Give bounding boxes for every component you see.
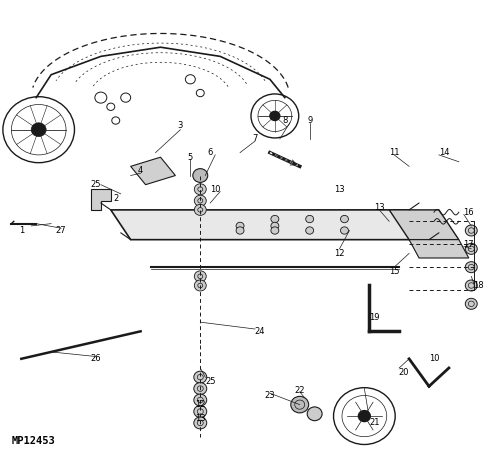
Circle shape [194, 204, 206, 215]
Text: 19: 19 [369, 313, 380, 322]
Text: 21: 21 [369, 419, 380, 427]
Text: 25: 25 [90, 180, 101, 189]
Text: 20: 20 [399, 368, 409, 377]
Circle shape [291, 396, 308, 413]
Circle shape [194, 417, 206, 429]
Circle shape [194, 195, 206, 206]
Circle shape [271, 222, 279, 230]
Circle shape [306, 215, 314, 223]
Circle shape [307, 407, 322, 420]
Text: 22: 22 [294, 386, 305, 396]
Circle shape [236, 227, 244, 234]
Circle shape [194, 406, 206, 418]
Text: 2: 2 [113, 194, 118, 203]
Text: 17: 17 [464, 240, 474, 249]
Circle shape [466, 243, 477, 254]
Text: 11: 11 [389, 148, 400, 157]
Polygon shape [91, 189, 111, 210]
Polygon shape [130, 157, 176, 185]
Text: 18: 18 [474, 281, 484, 290]
Text: 13: 13 [334, 185, 345, 194]
Text: 26: 26 [90, 355, 101, 363]
Circle shape [194, 383, 206, 395]
Circle shape [466, 280, 477, 291]
Circle shape [340, 215, 348, 223]
Polygon shape [409, 240, 469, 258]
Circle shape [194, 184, 206, 195]
Circle shape [194, 280, 206, 291]
Text: 10: 10 [428, 355, 439, 363]
Circle shape [236, 222, 244, 230]
Text: 12: 12 [334, 249, 345, 258]
Text: 9: 9 [307, 116, 312, 125]
Text: MP12453: MP12453 [12, 436, 55, 446]
Circle shape [194, 394, 206, 406]
Text: 10: 10 [210, 185, 220, 194]
Circle shape [466, 298, 477, 309]
Text: 27: 27 [56, 226, 66, 235]
Text: 3: 3 [178, 121, 183, 130]
Circle shape [271, 227, 279, 234]
Text: 12: 12 [195, 400, 205, 409]
Text: 6: 6 [208, 148, 213, 157]
Circle shape [194, 371, 206, 383]
Circle shape [340, 227, 348, 234]
Circle shape [466, 225, 477, 236]
Text: 7: 7 [252, 134, 258, 143]
Circle shape [194, 271, 206, 282]
Circle shape [31, 123, 46, 136]
Circle shape [271, 215, 279, 223]
Polygon shape [111, 210, 429, 240]
Circle shape [193, 169, 208, 183]
Text: 4: 4 [138, 166, 143, 176]
Text: 13: 13 [195, 414, 205, 423]
Text: 13: 13 [374, 203, 384, 212]
Text: 15: 15 [389, 267, 400, 276]
Circle shape [306, 227, 314, 234]
Circle shape [358, 411, 370, 421]
Text: 16: 16 [464, 207, 474, 217]
Text: 5: 5 [188, 153, 193, 162]
Text: 23: 23 [264, 391, 275, 400]
Text: 1: 1 [18, 226, 24, 235]
Text: 14: 14 [438, 148, 449, 157]
Circle shape [466, 262, 477, 272]
Text: 8: 8 [282, 116, 288, 125]
Text: 25: 25 [205, 377, 216, 386]
Text: 24: 24 [254, 327, 265, 336]
Polygon shape [389, 210, 459, 240]
Circle shape [270, 112, 280, 120]
